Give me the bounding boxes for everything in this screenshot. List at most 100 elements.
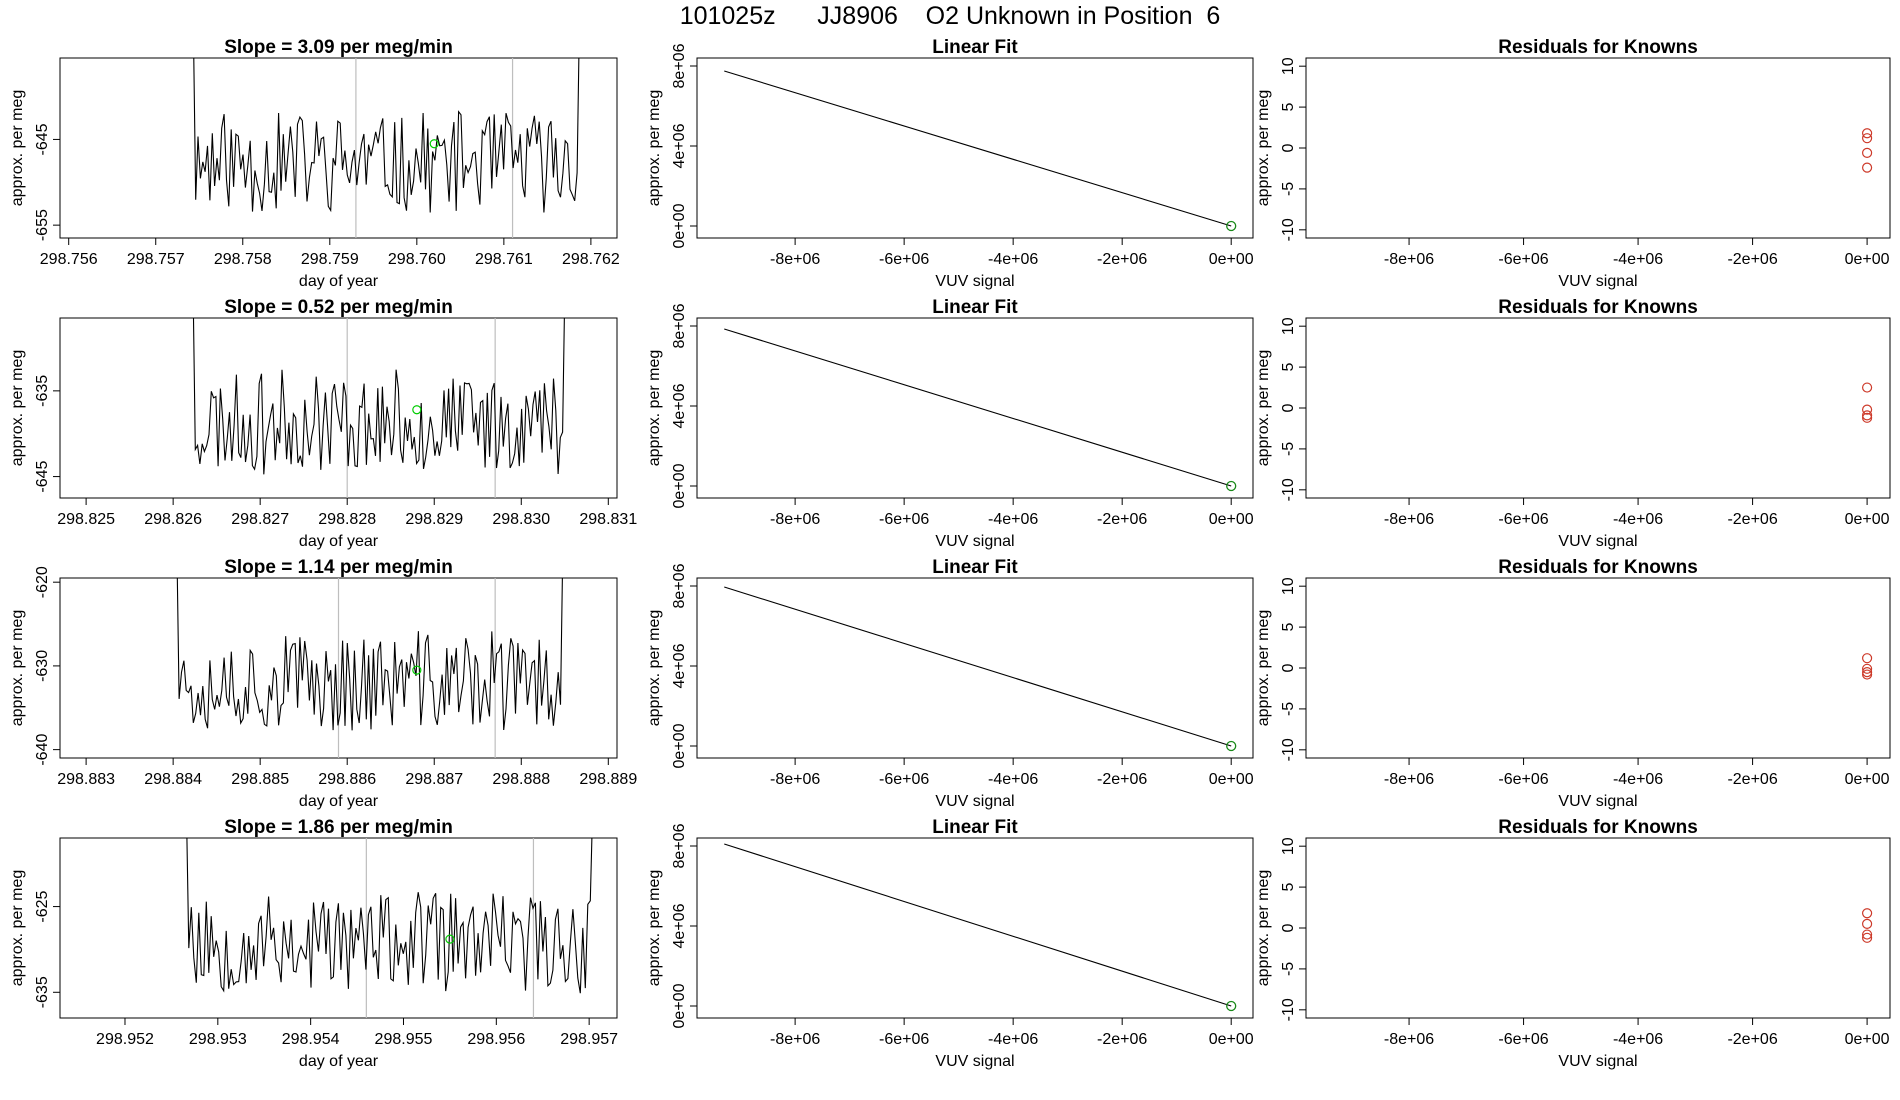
y-tick-label: -10 [1280,738,1297,761]
y-tick-label: 8e+06 [671,303,688,348]
signal-series-line [176,578,563,731]
x-tick-label: 298.829 [405,511,463,528]
panel-title: Linear Fit [932,37,1018,58]
panel-residuals-4: Residuals for Knowns -8e+06 -6e+06 -4e+06 -2… [1255,817,1891,1070]
x-tick-label: 0e+00 [1845,251,1890,268]
plot-frame [1305,317,1891,499]
y-tick-label: -635 [34,375,51,407]
x-tick-label: 298.887 [405,771,463,788]
y-tick-label: -625 [34,890,51,922]
x-tick-label: 298.831 [579,511,637,528]
y-axis-label: approx. per meg [1255,350,1272,467]
x-tick-label: 298.954 [282,1031,340,1048]
y-tick-label: -10 [1280,478,1297,501]
x-tick-label: 298.760 [388,251,446,268]
residual-point [1861,918,1873,930]
panel-time-series-2: Slope = 0.52 per meg/min 298.825 298.826 29… [9,297,637,550]
x-tick-label: -6e+06 [879,1031,929,1048]
y-tick-label: 8e+06 [671,823,688,868]
y-tick-label: -640 [34,734,51,766]
plot-area [1861,382,1873,423]
signal-series-line [192,318,565,475]
y-axis-label: approx. per meg [9,870,26,987]
y-tick-label: -5 [1280,182,1297,196]
plot-frame [696,577,1254,759]
plot-frame [59,57,618,239]
y-tick-label: 0e+00 [671,983,688,1028]
y-tick-label: -5 [1280,702,1297,716]
x-axis-label: VUV signal [935,1053,1014,1070]
x-tick-label: -6e+06 [879,251,929,268]
panel-title: Residuals for Knowns [1498,37,1698,58]
y-tick-label: 0 [1280,143,1297,152]
x-axis-label: VUV signal [1558,273,1637,290]
x-tick-label: 298.759 [301,251,359,268]
y-tick-label: 5 [1280,363,1297,372]
y-tick-label: -5 [1280,442,1297,456]
x-tick-label: 0e+00 [1209,251,1254,268]
plot-frame [59,317,618,499]
y-tick-label: 10 [1280,837,1297,855]
y-tick-label: 4e+06 [671,123,688,168]
residual-point [1861,663,1873,674]
x-tick-label: -2e+06 [1727,511,1777,528]
y-tick-label: -645 [34,123,51,155]
x-tick-label: -6e+06 [1498,771,1548,788]
y-tick-label: -635 [34,976,51,1008]
y-tick-label: -630 [34,650,51,682]
x-tick-label: -4e+06 [1613,251,1663,268]
y-tick-label: 0e+00 [671,203,688,248]
x-axis-label: VUV signal [935,793,1014,810]
y-tick-label: -10 [1280,218,1297,241]
panel-linear-fit-2: Linear Fit -8e+06 -6e+06 -4e+06 -2e+06 0e+00 0… [646,297,1254,550]
x-tick-label: 0e+00 [1845,511,1890,528]
panel-title: Slope = 3.09 per meg/min [224,37,453,58]
panel-title: Linear Fit [932,817,1018,838]
fit-line [724,70,1232,227]
mean-point-marker [412,665,422,675]
y-axis-label: approx. per meg [9,610,26,727]
x-tick-label: -4e+06 [988,251,1038,268]
x-tick-label: -4e+06 [988,1031,1038,1048]
x-tick-label: -8e+06 [770,251,820,268]
panel-title: Linear Fit [932,297,1018,318]
y-tick-label: 4e+06 [671,383,688,428]
y-tick-label: -655 [34,209,51,241]
x-tick-label: -6e+06 [1498,511,1548,528]
residual-point [1861,404,1873,415]
panel-title: Slope = 1.14 per meg/min [224,557,453,578]
plot-area [1861,908,1873,943]
x-tick-label: 0e+00 [1845,1031,1890,1048]
x-tick-label: 298.828 [318,511,376,528]
y-tick-label: 0e+00 [671,463,688,508]
residual-point [1861,666,1873,678]
y-axis-label: approx. per meg [646,610,663,727]
plot-frame [1305,577,1891,759]
panel-title: Slope = 1.86 per meg/min [224,817,453,838]
y-axis-label: approx. per meg [646,870,663,987]
x-tick-label: 298.886 [318,771,376,788]
mean-point-marker [445,934,455,944]
panel-linear-fit-4: Linear Fit -8e+06 -6e+06 -4e+06 -2e+06 0e+00 0… [646,817,1254,1070]
y-axis-label: approx. per meg [646,90,663,207]
x-tick-label: -2e+06 [1097,771,1147,788]
x-tick-label: 298.885 [231,771,289,788]
x-tick-label: -2e+06 [1727,771,1777,788]
panel-time-series-1: Slope = 3.09 per meg/min 298.756 298.757 29… [9,37,620,290]
x-tick-label: -8e+06 [1384,1031,1434,1048]
x-axis-label: VUV signal [1558,1053,1637,1070]
signal-series-line [193,58,580,213]
figure-title: 101025z JJ8906 O2 Unknown in Position 6 [679,2,1221,30]
mean-point-marker [429,139,439,149]
x-tick-label: 298.955 [375,1031,433,1048]
panel-time-series-4: Slope = 1.86 per meg/min 298.952 298.953 29… [9,817,618,1070]
panel-time-series-3: Slope = 1.14 per meg/min 298.883 298.884 29… [9,557,637,810]
x-axis-label: day of year [299,533,379,550]
x-tick-label: -4e+06 [1613,1031,1663,1048]
x-tick-label: 0e+00 [1845,771,1890,788]
y-tick-label: -10 [1280,998,1297,1021]
plot-area [1861,653,1873,680]
x-tick-label: -6e+06 [879,771,929,788]
y-axis-label: approx. per meg [1255,870,1272,987]
y-tick-label: 0 [1280,663,1297,672]
